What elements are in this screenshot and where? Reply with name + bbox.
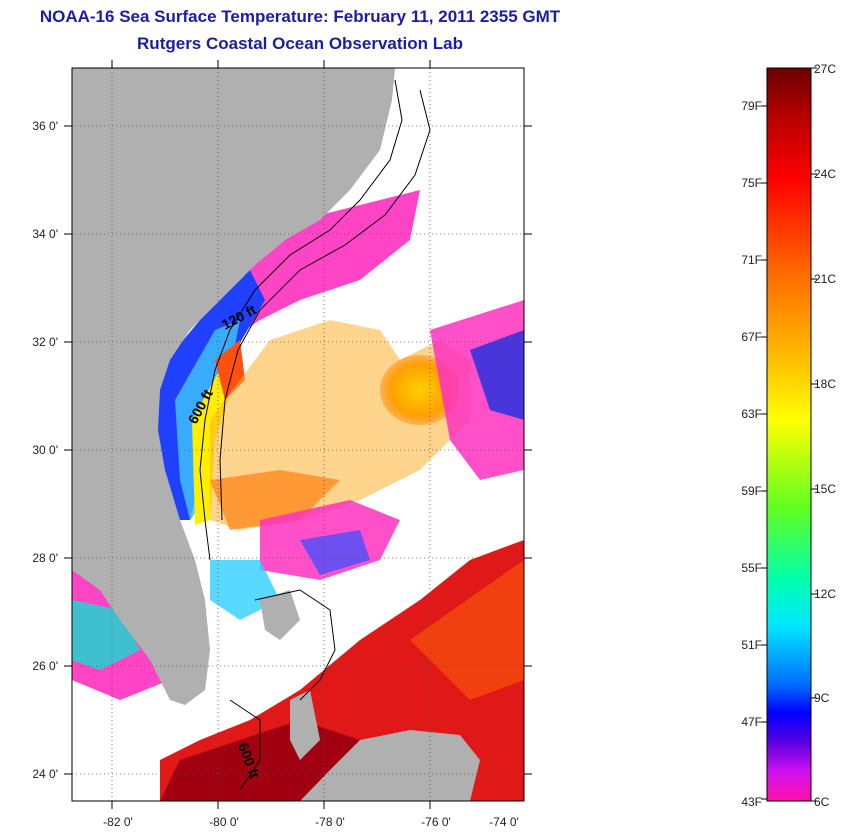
celsius-labels: 27C 24C 21C 18C 15C 12C 9C 6C <box>814 62 836 809</box>
lat-label: 28 0' <box>32 551 58 565</box>
grid-lines <box>72 68 524 801</box>
fahrenheit-labels: 79F 75F 71F 67F 63F 59F 55F 51F 47F 43F <box>741 99 762 809</box>
bahamas-land <box>260 590 320 760</box>
fahrenheit-label: 79F <box>741 99 762 113</box>
celsius-label: 9C <box>814 691 830 705</box>
celsius-label: 27C <box>814 62 836 76</box>
map-panel: 120 ft 600 ft 600 ft <box>72 68 524 801</box>
map-subtitle: Rutgers Coastal Ocean Observation Lab <box>137 34 463 53</box>
temperature-colorbar: 79F 75F 71F 67F 63F 59F 55F 51F 47F 43F … <box>741 62 836 809</box>
axis-tick-marks <box>64 60 532 809</box>
lon-label: -78 0' <box>315 815 345 829</box>
lon-label: -76 0' <box>421 815 451 829</box>
celsius-label: 6C <box>814 795 830 809</box>
lat-label: 32 0' <box>32 335 58 349</box>
sst-field <box>72 190 524 801</box>
lon-label: -74 0' <box>489 815 519 829</box>
lon-label: -80 0' <box>209 815 239 829</box>
fahrenheit-label: 63F <box>741 407 762 421</box>
map-title: NOAA-16 Sea Surface Temperature: Februar… <box>39 7 561 26</box>
celsius-label: 24C <box>814 167 836 181</box>
fahrenheit-label: 47F <box>741 715 762 729</box>
celsius-label: 15C <box>814 482 836 496</box>
cuba-land <box>300 730 480 801</box>
lat-label: 36 0' <box>32 119 58 133</box>
bathymetry-contours <box>199 79 431 791</box>
fahrenheit-label: 43F <box>741 795 762 809</box>
us-southeast-land <box>72 68 395 705</box>
fahrenheit-label: 71F <box>741 253 762 267</box>
map-frame <box>71 67 525 802</box>
lat-label: 24 0' <box>32 767 58 781</box>
celsius-label: 18C <box>814 377 836 391</box>
celsius-label: 21C <box>814 272 836 286</box>
latitude-labels: 36 0' 34 0' 32 0' 30 0' 28 0' 26 0' 24 0… <box>32 119 58 781</box>
lon-label: -82 0' <box>103 815 133 829</box>
lat-label: 30 0' <box>32 443 58 457</box>
fahrenheit-label: 75F <box>741 176 762 190</box>
fahrenheit-label: 67F <box>741 330 762 344</box>
fahrenheit-label: 55F <box>741 561 762 575</box>
fahrenheit-label: 51F <box>741 638 762 652</box>
longitude-labels: -82 0' -80 0' -78 0' -76 0' -74 0' <box>103 815 519 829</box>
lat-label: 26 0' <box>32 659 58 673</box>
celsius-label: 12C <box>814 587 836 601</box>
colorbar-gradient <box>766 67 812 802</box>
lat-label: 34 0' <box>32 227 58 241</box>
fahrenheit-label: 59F <box>741 484 762 498</box>
